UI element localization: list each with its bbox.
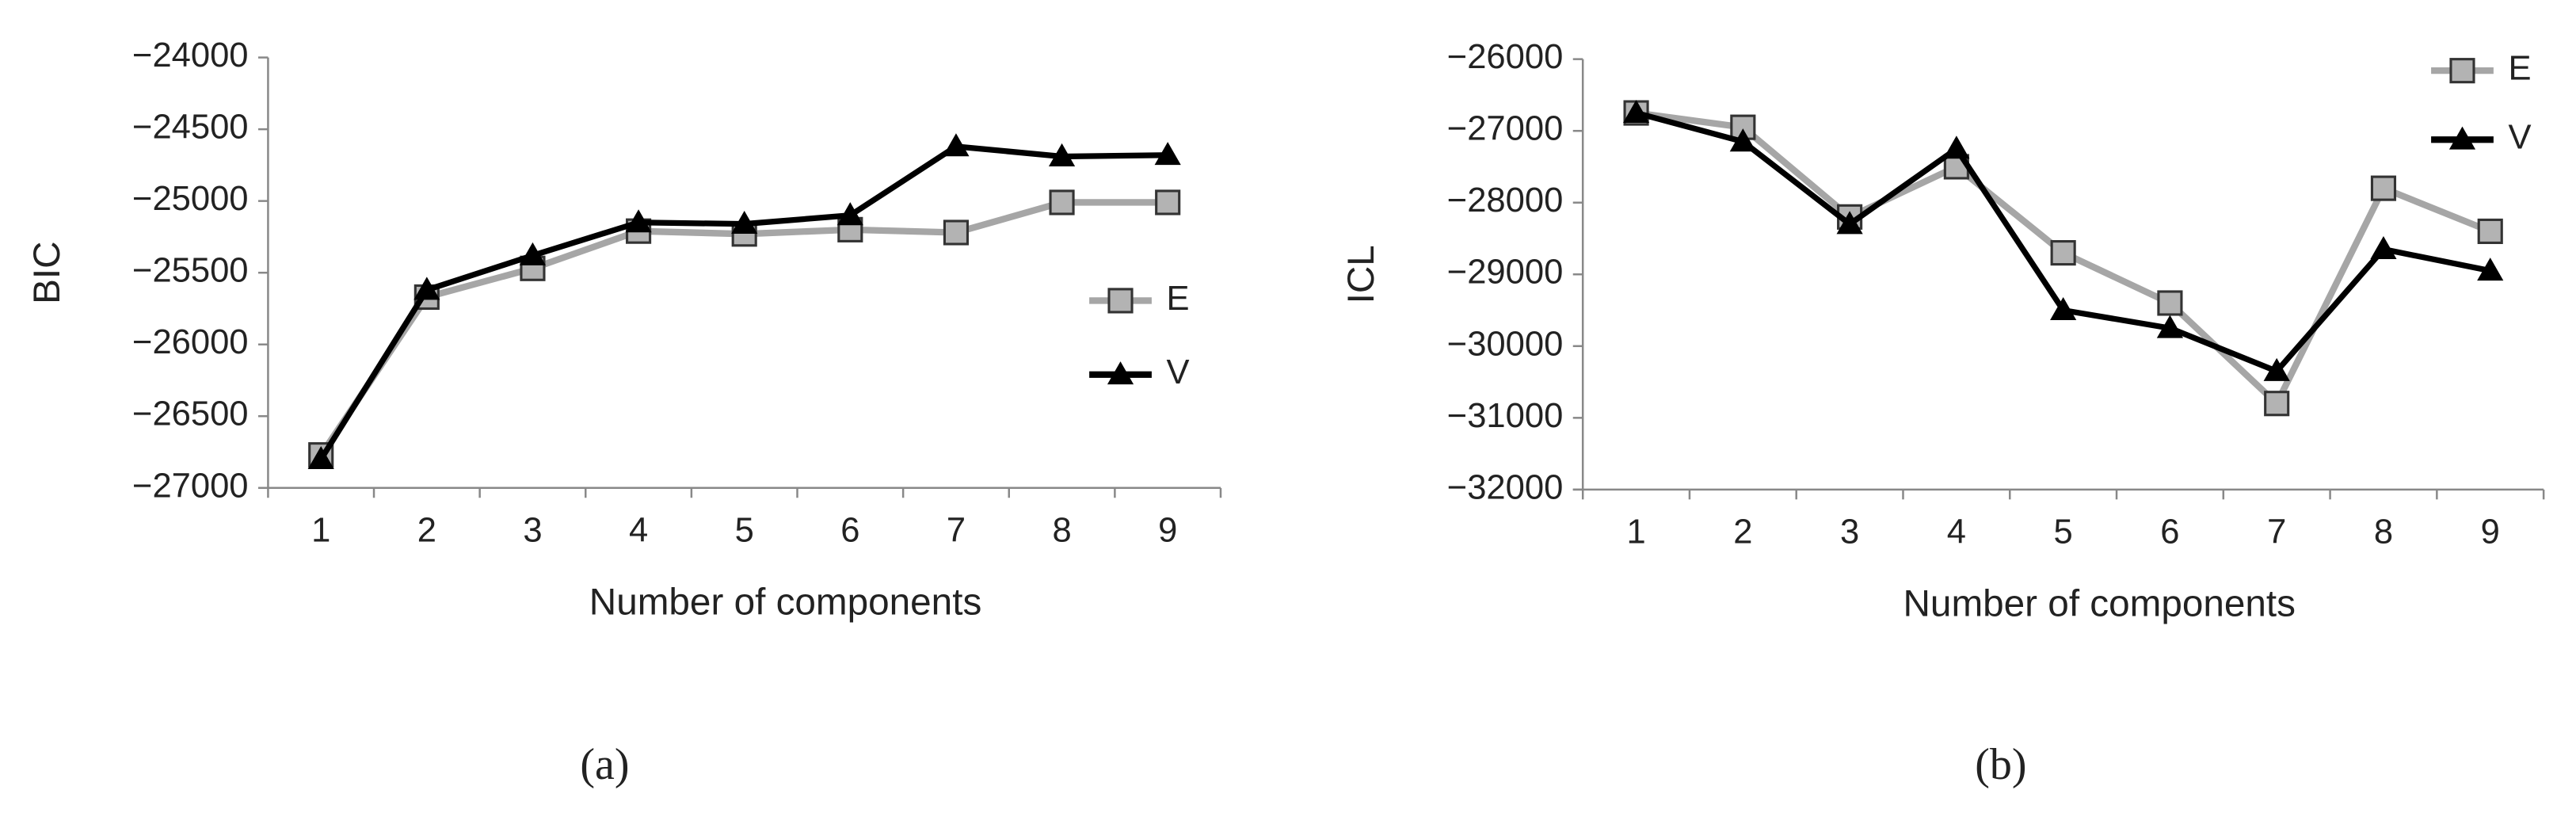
- marker-square: [2157, 290, 2183, 316]
- marker-triangle: [307, 446, 334, 470]
- y-tick-label: −27000: [132, 467, 248, 505]
- marker-square: [1107, 288, 1134, 314]
- marker-square: [2050, 240, 2076, 266]
- marker-triangle: [1048, 143, 1076, 166]
- x-tick-label: 6: [2160, 513, 2179, 551]
- marker-triangle: [1943, 135, 1970, 159]
- marker-square: [2477, 218, 2503, 245]
- marker-triangle: [2050, 296, 2077, 320]
- series-line: [318, 143, 1168, 461]
- x-tick-label: 9: [1158, 511, 1177, 549]
- y-tick-label: −29000: [1447, 254, 1563, 292]
- x-axis-title: Number of components: [1903, 583, 2296, 625]
- marker-triangle: [2477, 258, 2504, 281]
- marker-triangle: [1836, 211, 1863, 235]
- marker-square: [2264, 391, 2290, 417]
- caption: (b): [1975, 740, 2026, 789]
- x-tick-label: 8: [2374, 513, 2393, 551]
- y-tick-label: −24500: [132, 109, 248, 147]
- x-tick-label: 9: [2481, 513, 2500, 551]
- y-tick-label: −32000: [1447, 468, 1563, 506]
- x-tick-label: 3: [523, 511, 542, 549]
- y-tick-label: −31000: [1447, 397, 1563, 435]
- marker-square: [943, 219, 970, 246]
- legend-label: V: [2509, 119, 2532, 157]
- y-tick-label: −26000: [1447, 38, 1563, 76]
- x-axis-title: Number of components: [589, 582, 982, 624]
- marker-triangle: [1622, 99, 1650, 123]
- x-tick-label: 4: [629, 511, 648, 549]
- marker-triangle: [1107, 361, 1134, 385]
- legend-label: E: [1167, 280, 1190, 318]
- marker-square: [2449, 58, 2475, 84]
- marker-triangle: [1154, 142, 1181, 166]
- marker-triangle: [2448, 126, 2476, 150]
- marker-triangle: [731, 211, 758, 235]
- caption: (a): [580, 740, 629, 789]
- y-axis-title: BIC: [26, 241, 68, 303]
- y-tick-label: −24000: [132, 36, 248, 74]
- y-axis-title: ICL: [1340, 245, 1382, 303]
- marker-triangle: [2370, 235, 2397, 260]
- marker-triangle: [2156, 315, 2184, 338]
- marker-square: [1155, 189, 1181, 216]
- legend-label: V: [1167, 353, 1190, 391]
- marker-triangle: [519, 242, 547, 265]
- x-tick-label: 8: [1052, 511, 1071, 549]
- marker-square: [1049, 189, 1075, 216]
- x-tick-label: 1: [1626, 513, 1645, 551]
- x-tick-label: 3: [1840, 513, 1859, 551]
- y-tick-label: −26500: [132, 395, 248, 433]
- y-tick-label: −28000: [1447, 181, 1563, 219]
- marker-triangle: [413, 277, 440, 300]
- marker-triangle: [943, 133, 970, 157]
- y-tick-label: −27000: [1447, 110, 1563, 148]
- marker-triangle: [2263, 357, 2290, 381]
- marker-square: [2370, 175, 2397, 201]
- marker-triangle: [836, 202, 863, 226]
- x-tick-label: 2: [417, 511, 436, 549]
- y-tick-label: −26000: [132, 323, 248, 361]
- legend-label: E: [2509, 50, 2532, 88]
- x-tick-label: 2: [1733, 513, 1752, 551]
- y-tick-label: −25000: [132, 180, 248, 218]
- marker-triangle: [1729, 128, 1756, 152]
- x-tick-label: 7: [2267, 513, 2286, 551]
- x-tick-label: 7: [947, 511, 966, 549]
- y-tick-label: −30000: [1447, 325, 1563, 363]
- x-tick-label: 1: [311, 511, 330, 549]
- x-tick-label: 5: [735, 511, 754, 549]
- x-tick-label: 6: [840, 511, 859, 549]
- x-tick-label: 5: [2054, 513, 2073, 551]
- x-tick-label: 4: [1947, 513, 1966, 551]
- marker-triangle: [625, 209, 652, 233]
- y-tick-label: −25500: [132, 252, 248, 290]
